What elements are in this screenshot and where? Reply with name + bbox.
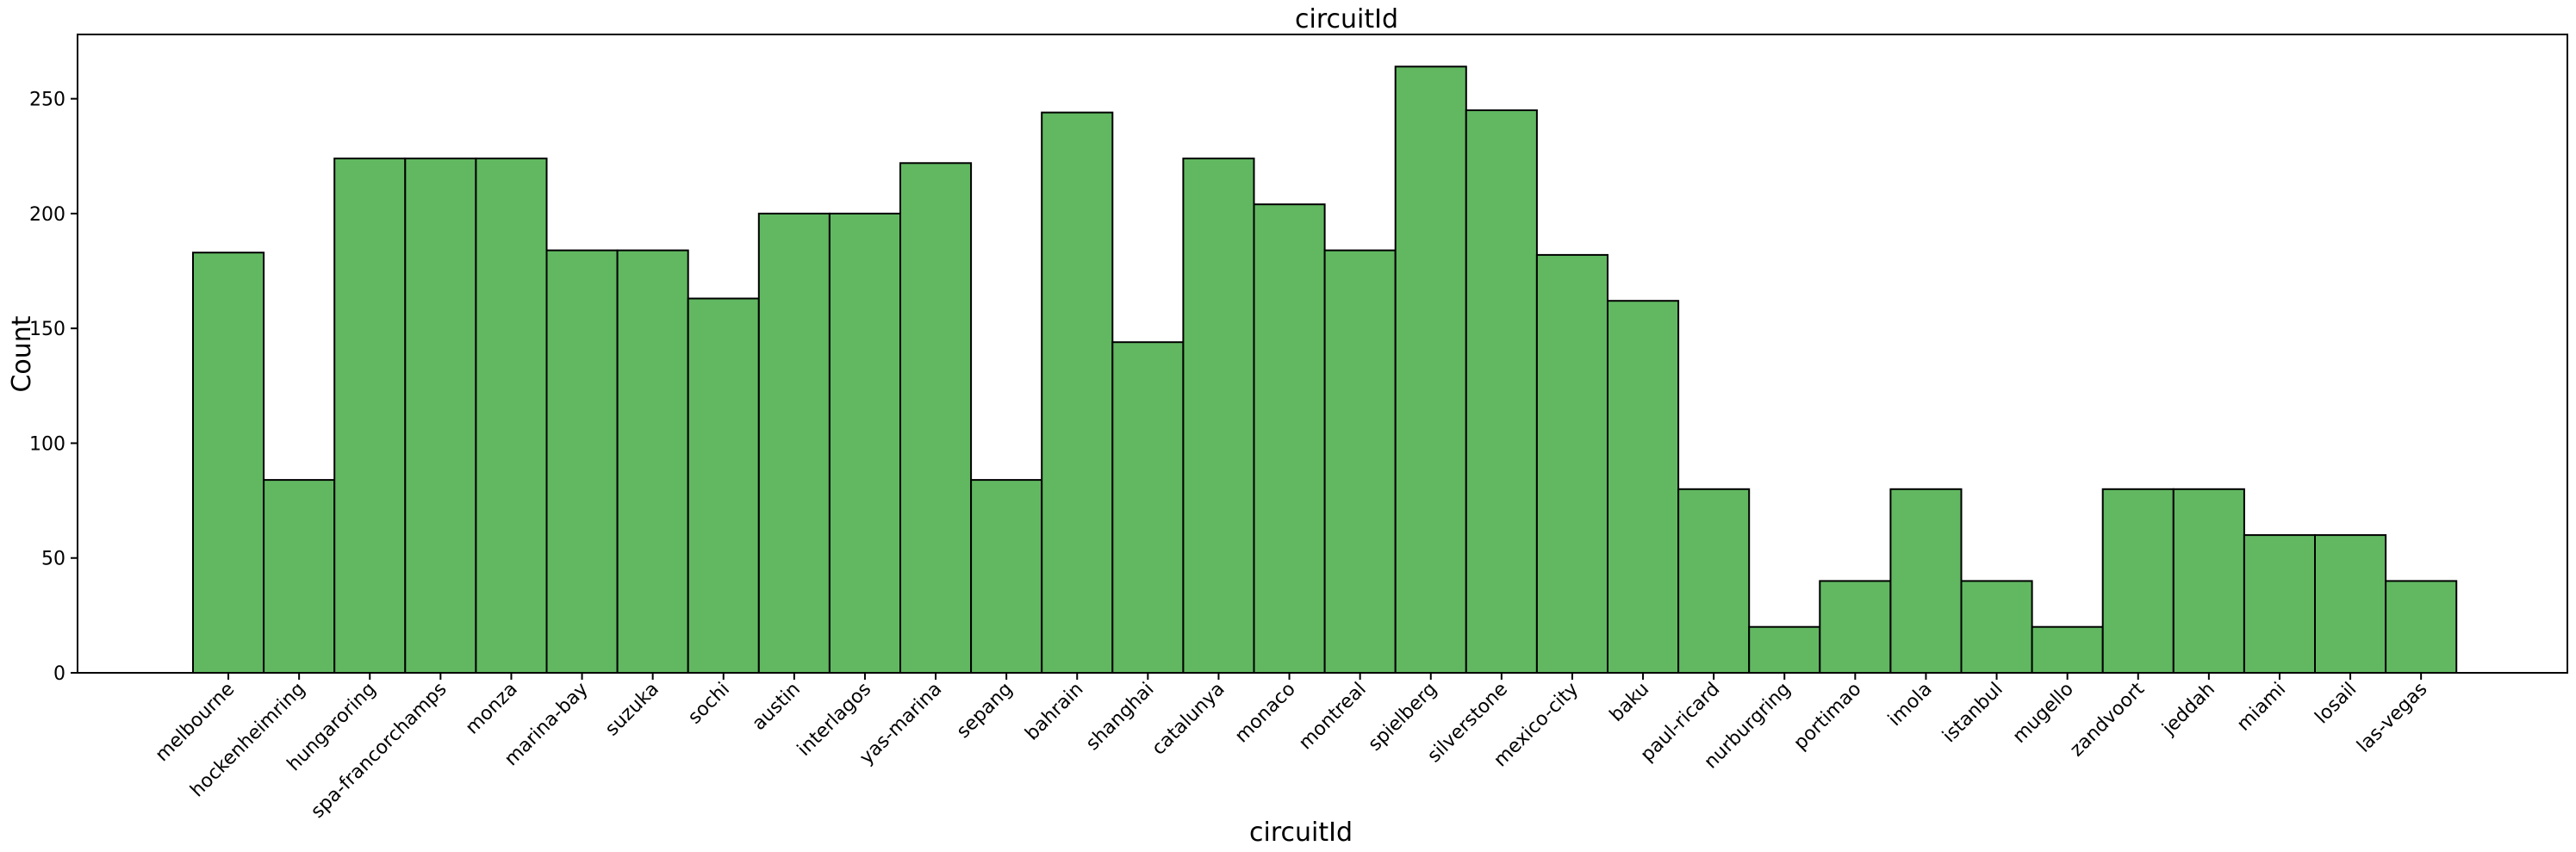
bar-portimao — [1819, 580, 1892, 675]
y-tick-label: 250 — [29, 90, 65, 111]
x-tick-label-sochi: sochi — [684, 679, 734, 729]
bar-spielberg — [1394, 65, 1467, 675]
x-tick-label-baku: baku — [1606, 679, 1653, 726]
bar-losail — [2314, 534, 2387, 674]
bar-jeddah — [2172, 488, 2245, 674]
x-tick-label-monza: monza — [462, 679, 522, 739]
x-axis-title: circuitId — [1249, 818, 1353, 848]
bar-sochi — [687, 297, 760, 674]
bar-monaco — [1253, 203, 1326, 674]
bar-las-vegas — [2385, 580, 2458, 675]
bar-istanbul — [1960, 580, 2033, 675]
bar-baku — [1607, 300, 1680, 674]
bar-austin — [757, 212, 831, 674]
y-tick-label: 100 — [29, 433, 65, 455]
x-tick-label-spa-francorchamps: spa-francorchamps — [307, 679, 451, 823]
y-axis-title: Count — [7, 315, 37, 392]
x-tick-label-austin: austin — [749, 679, 805, 735]
x-tick-label-imola: imola — [1884, 679, 1937, 731]
bar-shanghai — [1111, 341, 1185, 674]
bar-sepang — [970, 479, 1043, 674]
bar-silverstone — [1465, 109, 1538, 674]
x-tick-label-jeddah: jeddah — [2158, 679, 2219, 740]
x-tick-label-suzuka: suzuka — [601, 679, 663, 741]
plot-frame — [77, 34, 2568, 674]
bar-marina-bay — [545, 249, 619, 674]
y-tick-label: 200 — [29, 204, 65, 226]
bar-zandvoort — [2101, 488, 2175, 674]
x-tick-label-sepang: sepang — [953, 679, 1017, 743]
bar-miami — [2243, 534, 2316, 674]
bar-catalunya — [1182, 157, 1255, 674]
bar-nurburgring — [1748, 625, 1821, 675]
x-tick-label-mugello: mugello — [2009, 679, 2078, 748]
x-tick-label-bahrain: bahrain — [1021, 679, 1087, 745]
bar-imola — [1889, 488, 1963, 674]
x-tick-label-losail: losail — [2312, 679, 2361, 729]
x-tick-label-monaco: monaco — [1231, 679, 1300, 748]
bar-paul-ricard — [1677, 488, 1751, 674]
bar-interlagos — [828, 212, 902, 674]
bar-hockenheimring — [263, 479, 336, 674]
bar-spa-francorchamps — [404, 157, 477, 674]
bar-melbourne — [192, 252, 265, 674]
y-axis-ticks: 0 50 100 150 200 250 — [29, 90, 78, 685]
x-tick-label-portimao: portimao — [1789, 679, 1865, 755]
x-tick-label-zandvoort: zandvoort — [2066, 678, 2149, 761]
bar-montreal — [1323, 249, 1397, 674]
x-tick-label-spielberg: spielberg — [1365, 679, 1441, 756]
x-tick-label-shanghai: shanghai — [1082, 679, 1159, 756]
x-tick-label-istanbul: istanbul — [1938, 679, 2007, 748]
x-tick-label-las-vegas: las-vegas — [2353, 679, 2431, 757]
chart-title: circuitId — [1295, 4, 1398, 34]
y-tick-label: 50 — [41, 549, 65, 570]
x-tick-label-miami: miami — [2233, 679, 2290, 736]
x-tick-label-montreal: montreal — [1295, 679, 1371, 755]
y-tick-label: 0 — [53, 663, 65, 685]
bar-yas-marina — [899, 162, 973, 675]
y-tick-label: 150 — [29, 319, 65, 340]
bar-mugello — [2031, 625, 2104, 675]
bar-bahrain — [1041, 111, 1114, 675]
bars-group — [192, 65, 2458, 675]
bar-monza — [475, 157, 548, 674]
x-tick-label-catalunya: catalunya — [1148, 679, 1229, 760]
bar-hungaroring — [333, 157, 407, 674]
x-axis-ticks: melbournehockenheimringhungaroringspa-fr… — [152, 673, 2431, 823]
bar-suzuka — [616, 249, 689, 674]
bar-mexico-city — [1535, 253, 1609, 674]
